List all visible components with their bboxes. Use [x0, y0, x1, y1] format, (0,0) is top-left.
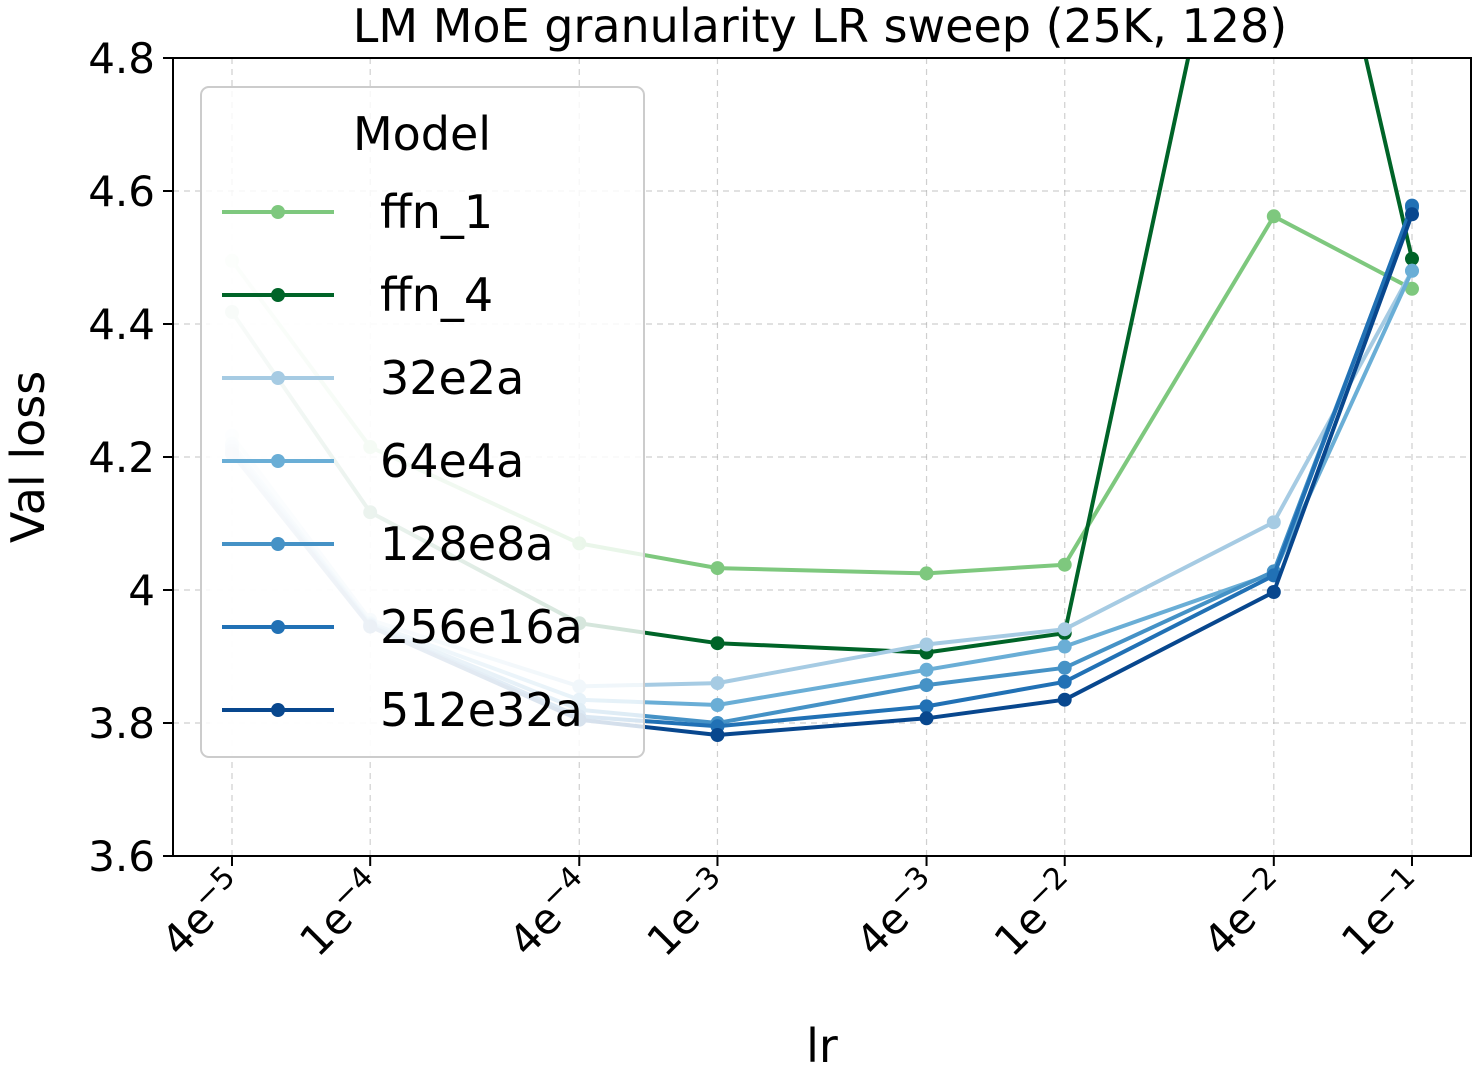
- legend-swatch-marker: [271, 371, 285, 385]
- legend-label: 128e8a: [380, 517, 554, 571]
- legend: Model ffn_1 ffn_4 32e2a 64e4a 128e8a 256e16a 5…: [200, 86, 645, 758]
- data-point: [1057, 639, 1072, 654]
- data-point: [1266, 585, 1281, 599]
- legend-label: 512e32a: [380, 683, 583, 737]
- legend-label: 64e4a: [380, 434, 524, 488]
- y-tick-label: 4.8: [88, 34, 155, 83]
- data-point: [1266, 515, 1281, 530]
- y-tick-label: 4.2: [88, 433, 155, 482]
- legend-label: 256e16a: [380, 600, 583, 654]
- data-point: [710, 636, 725, 651]
- data-point: [1057, 692, 1072, 707]
- legend-swatch-marker: [271, 288, 285, 302]
- data-point: [1057, 660, 1072, 675]
- legend-label: ffn_4: [380, 268, 493, 322]
- legend-item-ffn_1: ffn_1: [222, 185, 493, 239]
- data-point: [1405, 207, 1419, 222]
- data-point: [710, 728, 725, 742]
- data-point: [1266, 209, 1281, 224]
- y-tick-label: 4.4: [88, 300, 155, 349]
- data-point: [919, 662, 934, 677]
- x-tick-label: 4e−5: [149, 860, 255, 966]
- data-point: [1057, 622, 1072, 637]
- legend-swatch-marker: [271, 454, 285, 468]
- legend-label: ffn_1: [380, 185, 493, 239]
- legend-swatch-marker: [271, 620, 285, 634]
- data-point: [1405, 263, 1419, 278]
- x-tick-label: 1e−4: [287, 860, 393, 966]
- legend-item-ffn_4: ffn_4: [222, 268, 493, 322]
- legend-swatch-marker: [271, 703, 285, 717]
- legend-item-128e8a: 128e8a: [222, 517, 554, 571]
- x-tick-label: 1e−1: [1329, 860, 1435, 966]
- legend-box: [200, 86, 645, 758]
- x-tick-label: 1e−3: [635, 860, 741, 966]
- y-axis-title: Val loss: [1, 371, 55, 543]
- legend-swatch-marker: [271, 537, 285, 551]
- data-point: [1405, 281, 1419, 296]
- data-point: [919, 637, 934, 652]
- legend-item-64e4a: 64e4a: [222, 434, 524, 488]
- y-axis-ticks: 3.6 3.8 4 4.2 4.4 4.6 4.8: [88, 34, 173, 881]
- y-tick-label: 4: [128, 566, 155, 615]
- data-point: [919, 711, 934, 726]
- legend-items: ffn_1 ffn_4 32e2a 64e4a 128e8a 256e16a 512e32a: [222, 185, 583, 737]
- y-tick-label: 3.6: [88, 832, 155, 881]
- x-tick-label: 4e−4: [496, 860, 602, 966]
- x-axis-ticks: 4e−5 1e−4 4e−4 1e−3 4e−3 1e−2 4e−2 1e−1: [149, 856, 1435, 966]
- data-point: [710, 561, 725, 576]
- chart-title: LM MoE granularity LR sweep (25K, 128): [353, 0, 1287, 53]
- data-point: [919, 678, 934, 693]
- x-tick-label: 1e−2: [982, 860, 1088, 966]
- legend-item-512e32a: 512e32a: [222, 683, 583, 737]
- x-axis-title: lr: [806, 1019, 838, 1073]
- data-point: [1405, 251, 1419, 266]
- legend-item-256e16a: 256e16a: [222, 600, 583, 654]
- x-tick-label: 4e−2: [1191, 860, 1297, 966]
- data-point: [710, 698, 725, 712]
- legend-swatch-marker: [271, 205, 285, 219]
- legend-label: 32e2a: [380, 351, 524, 405]
- data-point: [710, 676, 725, 691]
- data-point: [919, 566, 934, 581]
- data-point: [1057, 674, 1072, 689]
- data-point: [919, 699, 934, 714]
- x-tick-label: 4e−3: [844, 860, 950, 966]
- y-tick-label: 3.8: [88, 699, 155, 748]
- y-tick-label: 4.6: [88, 167, 155, 216]
- legend-title: Model: [353, 107, 491, 161]
- data-point: [1057, 557, 1072, 572]
- legend-item-32e2a: 32e2a: [222, 351, 524, 405]
